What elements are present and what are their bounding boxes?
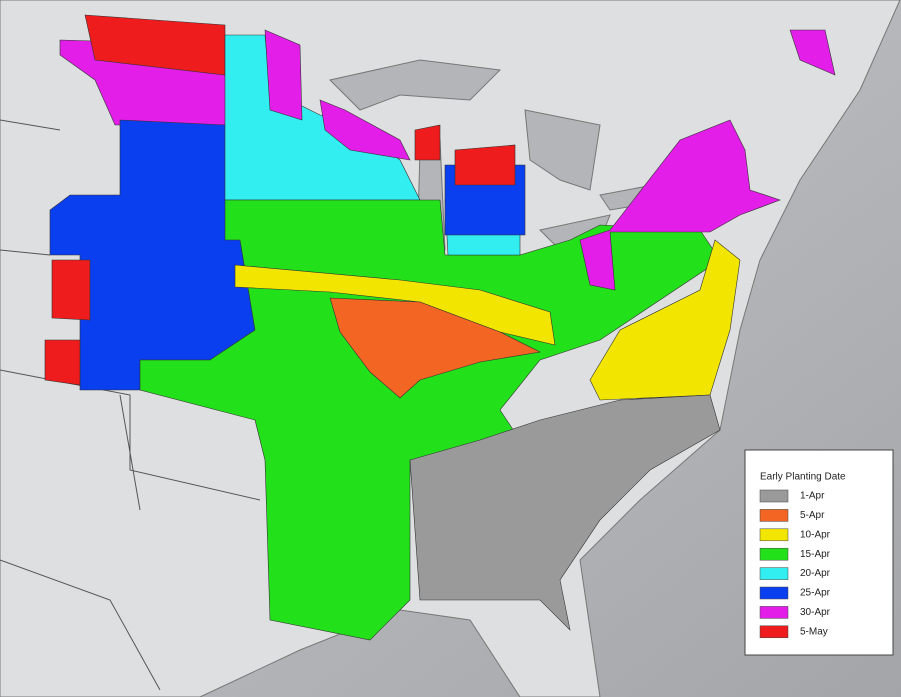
region [789, 29, 836, 76]
legend-swatch [759, 528, 789, 542]
legend-label: 20-Apr [800, 568, 831, 579]
borders [0, 119, 261, 691]
region [319, 99, 411, 161]
legend-label: 15-Apr [800, 549, 831, 560]
legend-label: 10-Apr [800, 529, 831, 540]
legend-label: 5-May [800, 626, 828, 637]
legend-swatch [759, 489, 789, 503]
legend-swatch [759, 567, 789, 580]
legend-swatch [759, 586, 789, 600]
legend-label: 30-Apr [800, 607, 831, 618]
regions [44, 14, 836, 641]
region [414, 124, 441, 161]
region [51, 259, 91, 321]
region [409, 394, 721, 631]
region [329, 297, 541, 399]
legend-label: 1-Apr [800, 491, 825, 502]
legend: 1-Apr 5-Apr 10-Apr 15-Apr 20-Apr 25-Apr 30-Apr… [759, 489, 831, 639]
region [264, 29, 303, 121]
region [234, 264, 556, 346]
region [454, 144, 516, 186]
region [44, 339, 81, 386]
region [589, 239, 741, 401]
legend-swatch [759, 547, 789, 561]
region [579, 119, 781, 291]
legend-swatch [759, 509, 789, 522]
legend-label: 25-Apr [800, 588, 831, 599]
legend-label: 5-Apr [800, 510, 825, 521]
legend-title: Early Planting Date [760, 472, 846, 483]
legend-swatch [759, 625, 789, 639]
legend-swatch [759, 606, 789, 619]
